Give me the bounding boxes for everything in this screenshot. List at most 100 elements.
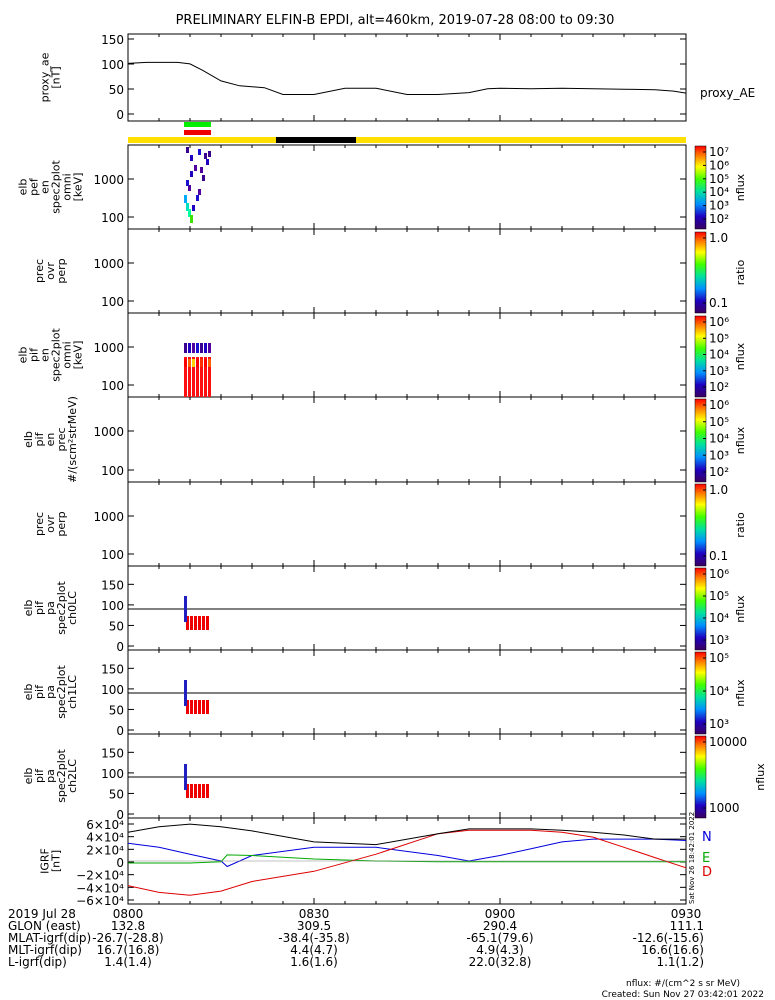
heatmap-cell: [190, 155, 193, 161]
ephem-cell: 309.5: [297, 919, 331, 933]
ephem-cell: 16.7(16.8): [97, 943, 160, 957]
colorbar-tick-label: 10⁷: [709, 145, 729, 159]
ephem-row-label: MLAT-igrf(dip): [8, 931, 91, 945]
ephem-row-label: L-igrf(dip): [8, 955, 67, 969]
colorbar-tick-label: 10³: [709, 448, 729, 462]
heatmap-cell: [184, 343, 187, 353]
colorbar-label: nflux: [734, 426, 747, 454]
panel-frame: [127, 228, 687, 314]
heatmap-cell: [200, 359, 203, 367]
panel-frame: [127, 312, 687, 398]
igrf-line-E: [128, 854, 686, 864]
y-tick-label: 0: [116, 856, 124, 870]
chart-title: PRELIMINARY ELFIN-B EPDI, alt=460km, 201…: [176, 13, 615, 28]
y-label-line: prec: [33, 259, 46, 283]
y-label-line: perp: [55, 511, 68, 536]
y-label-line: ovr: [44, 515, 57, 533]
ephem-cell: 132.8: [111, 919, 145, 933]
colorbar-3: [694, 315, 707, 398]
heatmap-cell: [198, 700, 201, 714]
orbit-bars: [128, 122, 686, 143]
y-tick-label: 100: [101, 464, 124, 478]
heatmap-cell: [206, 159, 209, 165]
y-tick-label: 4×10⁴: [86, 831, 124, 845]
colorbar-6: [694, 567, 707, 651]
ephem-cell: 111.1: [670, 919, 704, 933]
y-label-line: pa: [44, 601, 57, 615]
heatmap-cell: [190, 171, 193, 177]
y-tick-label: 150: [101, 662, 124, 676]
ephem-cell: 16.6(16.6): [641, 943, 704, 957]
heatmap-cell: [192, 205, 195, 211]
colorbar-tick-label: 0.1: [709, 296, 728, 310]
colorbar-tick-label: 10⁶: [709, 398, 729, 412]
ephem-cell: -38.4(-35.8): [278, 931, 349, 945]
colorbar-tick-label: 10000: [709, 735, 747, 749]
x-tick-labels: 0800 0830 0900 0930: [113, 907, 702, 921]
y-label-line: en: [44, 433, 57, 447]
y-label-line: IGRF: [39, 848, 52, 874]
ephem-date: 2019 Jul 28: [8, 907, 76, 921]
created-footer: Created: Sun Nov 27 03:42:01 2022: [602, 990, 764, 1000]
heatmap-cell: [198, 149, 201, 155]
y-tick-label: 100: [101, 548, 124, 562]
colorbar-label: nflux: [754, 763, 767, 791]
heatmap-cell: [184, 195, 187, 203]
heatmap-cell: [190, 616, 193, 630]
heatmap-cell: [196, 343, 199, 353]
colorbar-label: nflux: [734, 342, 747, 370]
heatmap-cell: [194, 700, 197, 714]
heatmap-cell: [186, 784, 189, 798]
side-stamp: Sat Nov 26 18:42:01 2022: [688, 812, 696, 904]
heatmap-cell: [186, 616, 189, 630]
colorbar-tick-label: 10⁴: [709, 611, 729, 625]
colorbar-tick-label: 10⁶: [709, 158, 729, 172]
y-tick-label: 100: [101, 683, 124, 697]
ephem-cell: 1.4(1.4): [104, 955, 152, 969]
y-tick-label: 100: [101, 58, 124, 72]
y-tick-label: 0: [116, 640, 124, 654]
panel-frame: [127, 649, 687, 735]
heatmap-cell: [196, 195, 199, 201]
y-tick-label: 50: [109, 703, 124, 717]
heatmap-cell: [186, 700, 189, 714]
y-label-line: elb: [22, 600, 35, 617]
proxy-ae-line: [127, 61, 687, 95]
colorbar-tick-label: 10²: [709, 380, 729, 394]
y-tick-label: 1000: [93, 257, 124, 271]
y-tick-label: 0: [116, 108, 124, 122]
heatmap-cell: [184, 680, 187, 706]
heatmap-cell: [202, 700, 205, 714]
y-label-line: prec: [33, 512, 46, 536]
heatmap-cell: [204, 359, 207, 367]
y-label-line: ch0LC: [66, 591, 79, 625]
colorbar-tick-label: 10²: [709, 465, 729, 479]
heatmap-cell: [204, 357, 207, 397]
heatmap-cell: [186, 180, 189, 186]
colorbar-tick-label: 1.0: [709, 231, 728, 245]
heatmap-cell: [186, 203, 189, 211]
heatmap-cell: [188, 209, 191, 217]
heatmap-cells: [184, 147, 211, 798]
y-label-line: proxy_ae: [39, 52, 52, 102]
panel-frame: [127, 144, 687, 230]
ephem-cell: 4.4(4.7): [290, 943, 338, 957]
x-tick-label: 0800: [113, 907, 144, 921]
heatmap-cell: [198, 616, 201, 630]
igrf-line-N: [127, 838, 687, 868]
colorbar-2: [694, 231, 707, 314]
y-tick-label: 1000: [93, 425, 124, 439]
ephem-cell: 290.4: [483, 919, 517, 933]
colorbar-7: [694, 651, 707, 735]
y-label-line: pif: [33, 600, 46, 615]
colorbar-tick-label: 10³: [709, 717, 729, 731]
colorbar-tick-label: 10²: [709, 212, 729, 226]
y-label-line: elb: [22, 431, 35, 448]
y-label-line: pif: [28, 347, 41, 362]
heatmap-cell: [208, 359, 211, 367]
y-label-line: spec2plot: [55, 665, 68, 719]
ephem-cell: 4.9(4.3): [476, 943, 524, 957]
